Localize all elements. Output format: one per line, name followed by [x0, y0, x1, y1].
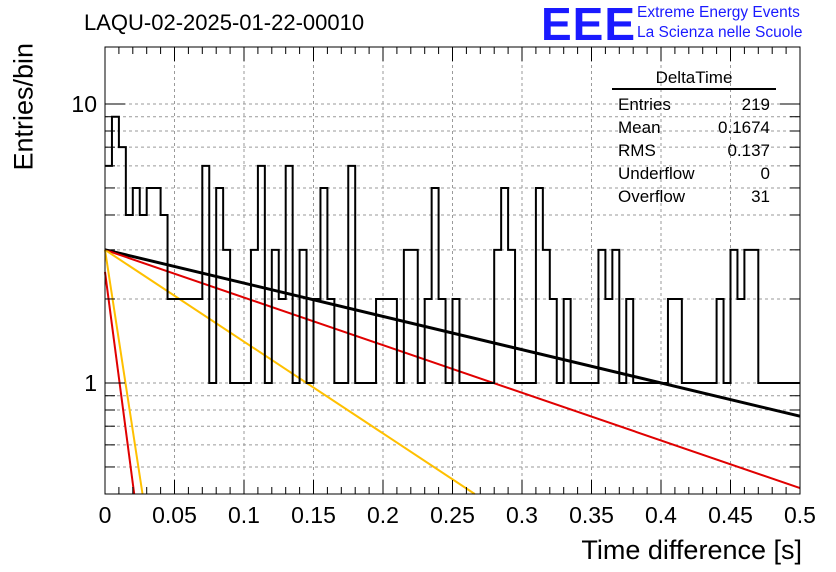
logo-caption: Extreme Energy Events La Scienza nelle S…	[637, 3, 802, 43]
x-tick-label: 0.4	[645, 502, 677, 528]
x-tick-label: 0.35	[569, 502, 614, 528]
stats-label: Underflow	[618, 164, 695, 183]
stats-title: DeltaTime	[612, 68, 776, 90]
stats-row: Mean 0.1674	[612, 116, 776, 139]
x-tick-label: 0.2	[367, 502, 399, 528]
run-title: LAQU-02-2025-01-22-00010	[84, 10, 365, 35]
stats-row: RMS 0.137	[612, 139, 776, 162]
stats-row: Entries 219	[612, 93, 776, 116]
fit-curve	[104, 249, 144, 495]
stats-box: DeltaTime Entries 219 Mean 0.1674 RMS 0.137…	[612, 68, 776, 208]
x-axis-label: Time difference [s]	[581, 535, 802, 565]
stats-value: 0.137	[727, 141, 770, 160]
stats-value: 0	[760, 164, 770, 183]
stats-value: 31	[751, 187, 770, 206]
y-tick-label: 1	[84, 370, 97, 396]
stats-value: 219	[741, 95, 770, 114]
x-tick-label: 0.5	[784, 502, 816, 528]
stats-label: RMS	[618, 141, 656, 160]
stats-value: 0.1674	[718, 118, 770, 137]
histogram-steps	[105, 115, 800, 384]
eee-logo: EEE	[541, 0, 637, 50]
x-tick-label: 0	[99, 502, 112, 528]
x-tick-label: 0.25	[430, 502, 475, 528]
y-tick-label: 10	[71, 91, 97, 117]
stats-label: Entries	[618, 95, 671, 114]
stats-row: Underflow 0	[612, 162, 776, 185]
logo-line-1: Extreme Energy Events	[637, 4, 800, 21]
x-tick-label: 0.1	[228, 502, 260, 528]
fit-curve	[104, 249, 476, 495]
y-axis-label: Entries/bin	[8, 42, 39, 171]
logo-line-2: La Scienza nelle Scuole	[637, 24, 803, 41]
grid-lines	[105, 47, 800, 494]
stats-label: Overflow	[618, 187, 686, 206]
x-tick-label: 0.15	[291, 502, 336, 528]
x-tick-label: 0.05	[152, 502, 197, 528]
stats-label: Mean	[618, 118, 661, 137]
histogram-series	[105, 115, 800, 384]
axes: 0 0.05 0.1 0.15 0.2 0.25 0.3 0.35 0.4 0.45 0.5 1 10	[71, 46, 816, 528]
stats-row: Overflow 31	[612, 185, 776, 208]
x-tick-label: 0.3	[506, 502, 538, 528]
x-tick-label: 0.45	[708, 502, 753, 528]
